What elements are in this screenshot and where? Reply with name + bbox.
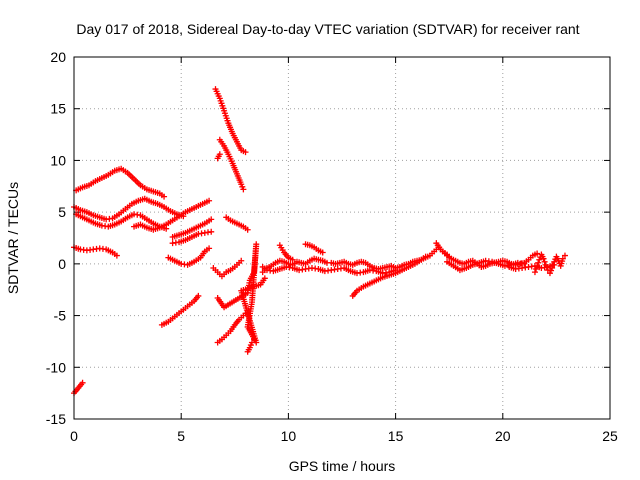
data-point: [559, 255, 566, 262]
y-tick-label: -15: [46, 411, 66, 427]
data-point: [242, 149, 249, 156]
x-tick-label: 5: [177, 428, 185, 444]
data-point: [422, 253, 429, 260]
data-point: [240, 186, 247, 193]
data-point: [540, 255, 547, 262]
y-tick-label: 10: [50, 152, 66, 168]
data-point: [195, 292, 202, 299]
grid: [74, 57, 610, 419]
x-tick-label: 20: [495, 428, 511, 444]
x-tick-label: 0: [70, 428, 78, 444]
data-point: [561, 252, 568, 259]
data-points: [71, 86, 568, 397]
chart-title: Day 017 of 2018, Sidereal Day-to-day VTE…: [76, 21, 579, 37]
data-point: [531, 269, 538, 276]
data-point: [551, 261, 558, 268]
plot-frame: [73, 56, 611, 420]
data-point: [446, 254, 453, 261]
y-tick-label: 20: [50, 49, 66, 65]
data-point: [319, 249, 326, 256]
data-point: [79, 379, 86, 386]
y-tick-label: 5: [58, 204, 66, 220]
y-axis-label: SDTVAR / TECUs: [5, 182, 21, 294]
y-tick-label: -5: [54, 308, 67, 324]
data-point: [521, 260, 528, 267]
data-point: [208, 228, 215, 235]
data-point-fill: [541, 258, 548, 265]
data-point: [206, 197, 213, 204]
data-point-fill: [535, 259, 542, 266]
y-tick-label: -10: [46, 359, 66, 375]
data-point: [161, 193, 168, 200]
data-point: [113, 252, 120, 259]
data-point: [206, 245, 213, 252]
y-tick-label: 15: [50, 101, 66, 117]
data-point: [289, 256, 296, 263]
x-tick-label: 10: [281, 428, 297, 444]
axis-ticks: 0 5 10 15 20 25 -15 -10 -5 0 5 10 15 20: [46, 49, 618, 444]
x-axis-label: GPS time / hours: [289, 458, 396, 474]
data-point: [261, 275, 268, 282]
data-point: [216, 151, 223, 158]
y-tick-label: 0: [58, 256, 66, 272]
data-point: [534, 250, 541, 257]
x-tick-label: 25: [602, 428, 618, 444]
data-point: [208, 216, 215, 223]
data-point: [238, 257, 245, 264]
data-point: [244, 226, 251, 233]
x-tick-label: 15: [388, 428, 404, 444]
